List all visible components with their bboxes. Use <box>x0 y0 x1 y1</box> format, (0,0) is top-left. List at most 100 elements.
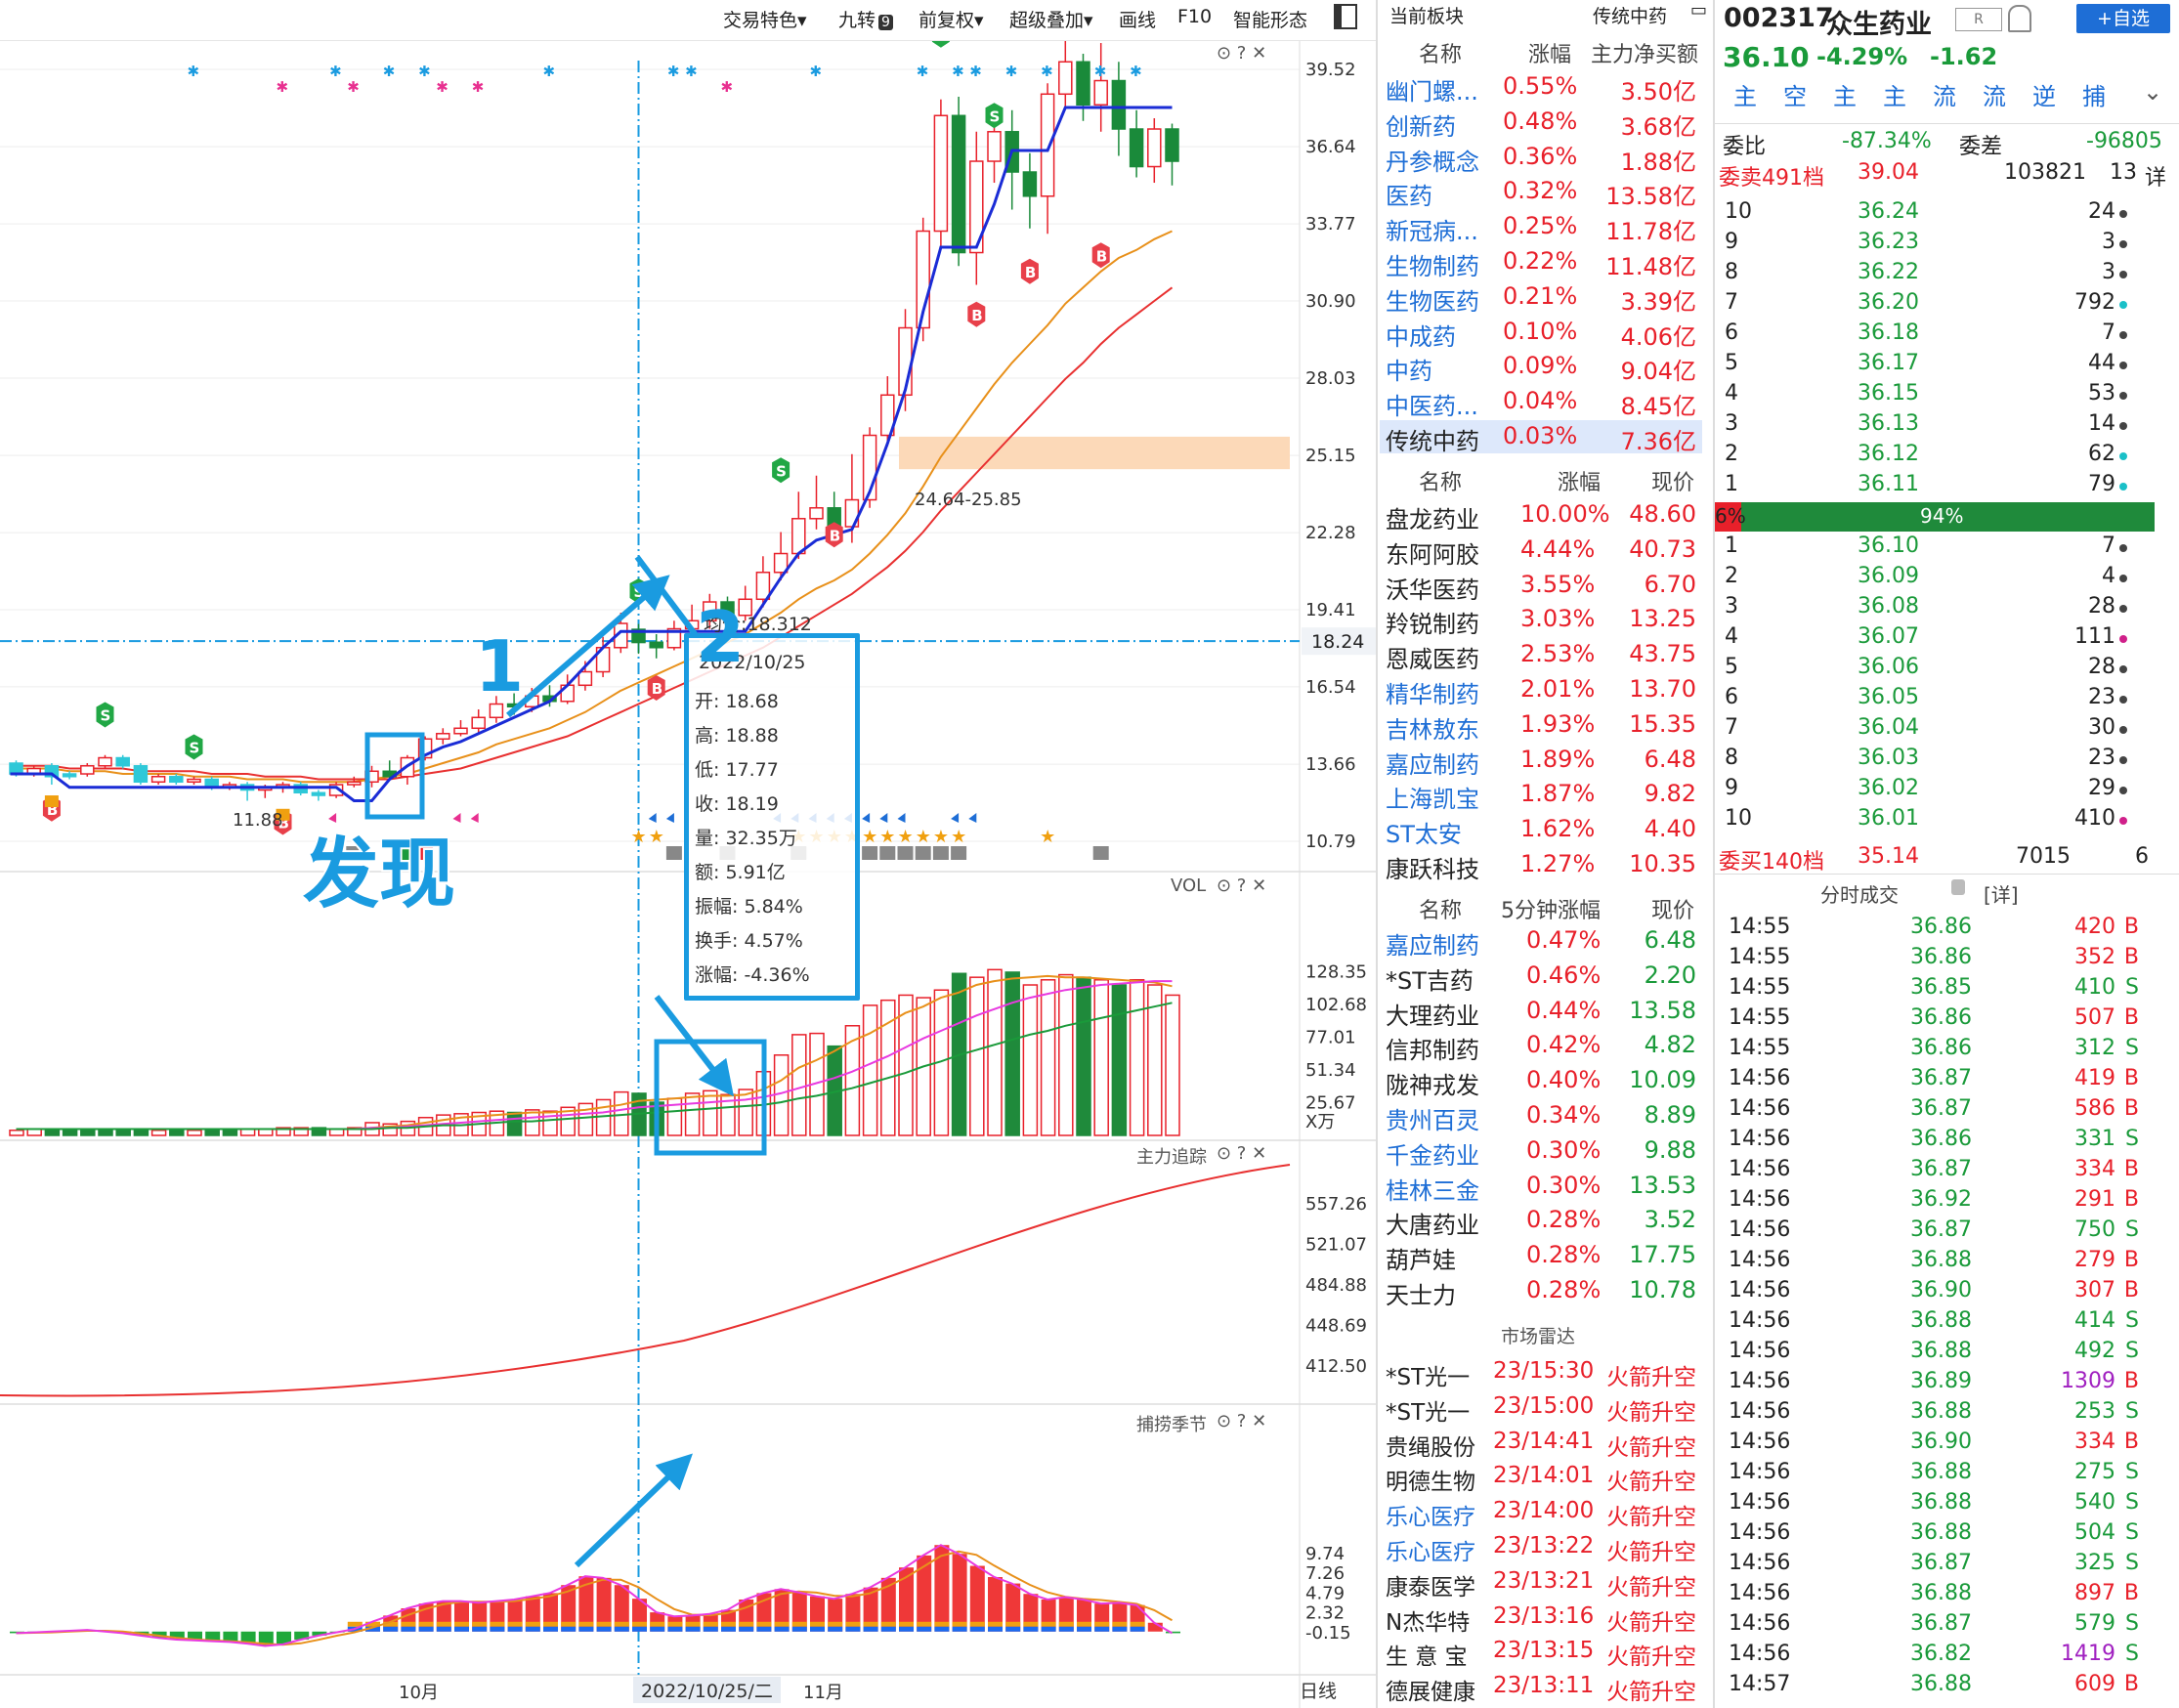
candle-body[interactable] <box>773 552 789 574</box>
board-name[interactable]: 创新药 <box>1386 112 1456 141</box>
five-name[interactable]: 天士力 <box>1386 1282 1456 1309</box>
quote-tool-icon[interactable]: 捕 <box>2082 83 2106 110</box>
bid-row[interactable]: 8 36.03 23 <box>1715 746 2174 775</box>
leader-name[interactable]: 康跃科技 <box>1386 856 1479 883</box>
ask-row[interactable]: 7 36.20 792 <box>1715 290 2174 320</box>
board-row[interactable]: 生物医药 0.21% 3.39亿 <box>1380 280 1702 316</box>
leader-name[interactable]: 盘龙药业 <box>1386 506 1479 534</box>
candle-body[interactable] <box>703 601 717 622</box>
toolbar-f10[interactable]: F10 <box>1177 6 1213 27</box>
candle-body[interactable] <box>1058 61 1073 96</box>
ask-row[interactable]: 3 36.13 14 <box>1715 411 2174 441</box>
radar-row[interactable]: 乐心医疗 23/13:22 火箭升空 <box>1380 1531 1702 1565</box>
leader-row[interactable]: 盘龙药业 10.00% 48.60 <box>1380 498 1702 534</box>
kline-chart[interactable]: 42.3939.5236.6433.7730.9028.0325.1522.28… <box>0 41 1376 1708</box>
layout-toggle-icon[interactable] <box>1334 4 1357 29</box>
candle-body[interactable] <box>933 114 949 233</box>
five-row[interactable]: 大理药业 0.44% 13.58 <box>1380 995 1702 1030</box>
board-row[interactable]: 中医药... 0.04% 8.45亿 <box>1380 385 1702 421</box>
candle-body[interactable] <box>649 641 663 649</box>
five-row[interactable]: 葫芦娃 0.28% 17.75 <box>1380 1239 1702 1275</box>
bid-row[interactable]: 10 36.01 410 <box>1715 806 2174 835</box>
candle-body[interactable] <box>738 598 752 617</box>
board-row[interactable]: 医药 0.32% 13.58亿 <box>1380 175 1702 210</box>
expand-chevron-icon[interactable]: ⌄ <box>2143 78 2163 106</box>
board-row[interactable]: 中药 0.09% 9.04亿 <box>1380 350 1702 385</box>
ask-row[interactable]: 9 36.23 3 <box>1715 230 2174 259</box>
ask-row[interactable]: 2 36.12 62 <box>1715 442 2174 471</box>
five-name[interactable]: 大理药业 <box>1386 1002 1479 1030</box>
candle-body[interactable] <box>62 773 77 778</box>
bell-icon[interactable] <box>2008 5 2031 32</box>
toolbar-adjust[interactable]: 前复权▾ <box>919 10 984 31</box>
leader-name[interactable]: 东阿阿胶 <box>1386 540 1479 569</box>
radar-row[interactable]: *ST光一 23/15:00 火箭升空 <box>1380 1391 1702 1426</box>
candle-body[interactable] <box>1076 61 1090 107</box>
candle-body[interactable] <box>1111 79 1127 130</box>
five-row[interactable]: 陇神戎发 0.40% 10.09 <box>1380 1064 1702 1099</box>
candle-body[interactable] <box>150 776 166 784</box>
five-name[interactable]: 大唐药业 <box>1386 1212 1479 1240</box>
board-name[interactable]: 幽门螺... <box>1386 78 1478 106</box>
five-name[interactable]: 信邦制药 <box>1386 1037 1479 1065</box>
radar-row[interactable]: 明德生物 23/14:01 火箭升空 <box>1380 1461 1702 1495</box>
candle-body[interactable] <box>133 765 149 784</box>
five-row[interactable]: *ST吉药 0.46% 2.20 <box>1380 960 1702 995</box>
board-name[interactable]: 传统中药 <box>1386 428 1479 455</box>
radar-row[interactable]: 乐心医疗 23/14:00 火箭升空 <box>1380 1496 1702 1530</box>
candle-body[interactable] <box>791 518 806 555</box>
candle-body[interactable] <box>951 114 966 254</box>
five-row[interactable]: 嘉应制药 0.47% 6.48 <box>1380 924 1702 960</box>
radar-row[interactable]: 康泰医学 23/13:21 火箭升空 <box>1380 1566 1702 1601</box>
candle-body[interactable] <box>115 756 130 767</box>
quote-tool-icon[interactable]: 流 <box>1983 83 2006 110</box>
collapse-icon[interactable]: ▭ <box>1690 0 1708 21</box>
leader-row[interactable]: 东阿阿胶 4.44% 40.73 <box>1380 534 1702 569</box>
candle-body[interactable] <box>1040 93 1055 197</box>
five-name[interactable]: 千金药业 <box>1386 1141 1479 1170</box>
toolbar-nine-turn[interactable]: 九转 9 <box>838 6 893 32</box>
leader-row[interactable]: 恩威医药 2.53% 43.75 <box>1380 638 1702 673</box>
board-row[interactable]: 中成药 0.10% 4.06亿 <box>1380 316 1702 351</box>
current-board-name[interactable]: 传统中药 <box>1593 6 1668 27</box>
ask-row[interactable]: 1 36.11 79 <box>1715 472 2174 501</box>
board-row[interactable]: 新冠病... 0.25% 11.78亿 <box>1380 210 1702 246</box>
candle-body[interactable] <box>577 670 593 687</box>
candle-body[interactable] <box>666 627 682 649</box>
toolbar-trade-feature[interactable]: 交易特色▾ <box>723 10 807 31</box>
candle-body[interactable] <box>187 778 201 784</box>
radar-name[interactable]: 乐心医疗 <box>1386 1540 1475 1565</box>
radar-name[interactable]: N杰华特 <box>1386 1609 1471 1636</box>
quote-tool-icon[interactable]: 主 <box>1883 83 1906 110</box>
bid-row[interactable]: 7 36.04 30 <box>1715 715 2174 745</box>
board-row[interactable]: 生物制药 0.22% 11.48亿 <box>1380 245 1702 280</box>
bid-row[interactable]: 2 36.09 4 <box>1715 564 2174 593</box>
board-row[interactable]: 幽门螺... 0.55% 3.50亿 <box>1380 70 1702 106</box>
leader-name[interactable]: 精华制药 <box>1386 681 1479 708</box>
five-name[interactable]: 葫芦娃 <box>1386 1247 1456 1275</box>
leader-name[interactable]: 沃华医药 <box>1386 576 1479 604</box>
board-name[interactable]: 中医药... <box>1386 393 1478 421</box>
catch-panel-controls[interactable]: ⊙ ? ✕ <box>1217 1411 1267 1431</box>
board-name[interactable]: 生物制药 <box>1386 253 1479 280</box>
leader-row[interactable]: 羚锐制药 3.03% 13.25 <box>1380 603 1702 638</box>
leader-name[interactable]: ST太安 <box>1386 821 1462 849</box>
bid-row[interactable]: 5 36.06 28 <box>1715 655 2174 684</box>
bid-row[interactable]: 4 36.07 111 <box>1715 624 2174 654</box>
five-row[interactable]: 千金药业 0.30% 9.88 <box>1380 1134 1702 1170</box>
five-row[interactable]: 贵州百灵 0.34% 8.89 <box>1380 1099 1702 1134</box>
candle-body[interactable] <box>347 781 362 786</box>
radar-name[interactable]: *ST光一 <box>1386 1399 1471 1426</box>
leader-row[interactable]: 沃华医药 3.55% 6.70 <box>1380 569 1702 604</box>
board-name[interactable]: 丹参概念 <box>1386 148 1479 176</box>
board-name[interactable]: 新冠病... <box>1386 218 1478 246</box>
radar-name[interactable]: 生 意 宝 <box>1386 1644 1468 1671</box>
radar-row[interactable]: 生 意 宝 23/13:15 火箭升空 <box>1380 1636 1702 1671</box>
five-name[interactable]: 嘉应制药 <box>1386 932 1479 960</box>
candle-body[interactable] <box>1129 128 1144 168</box>
leader-row[interactable]: ST太安 1.62% 4.40 <box>1380 813 1702 849</box>
candle-body[interactable] <box>880 394 895 437</box>
add-watchlist-button[interactable]: +自选 <box>2076 4 2170 33</box>
leader-row[interactable]: 吉林敖东 1.93% 15.35 <box>1380 708 1702 744</box>
leader-row[interactable]: 上海凯宝 1.87% 9.82 <box>1380 778 1702 813</box>
